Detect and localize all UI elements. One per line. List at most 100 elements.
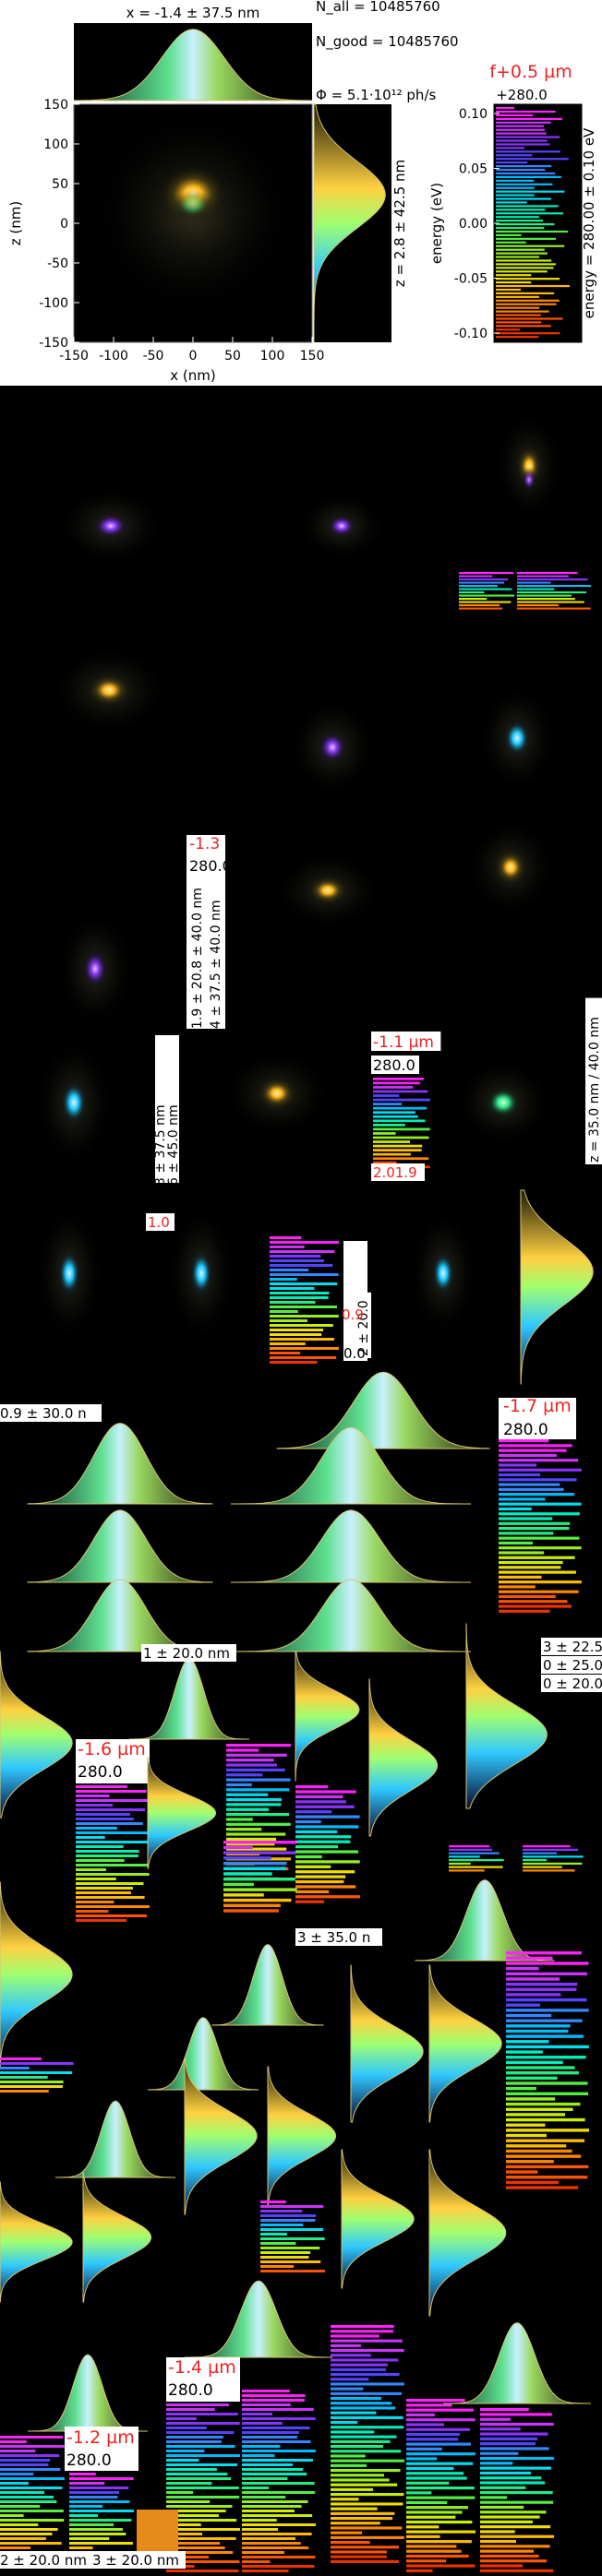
histogram-bar: [499, 1566, 561, 1569]
histogram-bar: [166, 2519, 237, 2522]
colorbar-bar: [496, 205, 559, 208]
collage-spot: [87, 674, 131, 707]
histogram-bar: [76, 1841, 149, 1843]
stat-fragment: z = 35.0 nm / 40.0 nm: [587, 1017, 602, 1163]
histogram-bar: [69, 2491, 120, 2494]
histogram-bar: [69, 2533, 126, 2535]
histogram-bar: [223, 1893, 264, 1897]
histogram-bar: [406, 2462, 474, 2465]
histogram-bar: [295, 1805, 355, 1808]
histogram-bar: [406, 2466, 454, 2471]
histogram-bar: [406, 2500, 448, 2504]
colorbar-bar: [496, 256, 540, 258]
histogram-bar: [242, 2523, 316, 2526]
colorbar-bar: [496, 125, 544, 127]
main-xtick-label: 0: [189, 349, 198, 364]
histogram-bar: [523, 1855, 584, 1858]
focus-label-collage: -1.4 µm: [168, 2357, 236, 2378]
histogram-bar: [480, 2496, 508, 2499]
main-xtick-label: -100: [99, 349, 128, 364]
histogram-bar: [76, 1808, 146, 1811]
histogram-bar: [166, 2487, 239, 2489]
collage-spot: [325, 513, 358, 539]
histogram-bar: [331, 2487, 373, 2491]
histogram-bar: [76, 1896, 145, 1899]
histogram-bar: [0, 2482, 29, 2485]
small-value: 2.01.9: [373, 1164, 417, 1181]
histogram-bar: [223, 1866, 286, 1870]
histogram-bar: [242, 2496, 286, 2498]
histogram-bar: [480, 2442, 536, 2446]
histogram-bar: [166, 2496, 240, 2498]
histogram-bar: [406, 2564, 476, 2568]
histogram-bar: [373, 1149, 422, 1151]
histogram-bar: [270, 1361, 318, 1364]
histogram-bar: [270, 1338, 334, 1341]
histogram-bar: [295, 1825, 359, 1829]
colorbar-bar: [496, 281, 532, 284]
histogram-bar: [499, 1453, 557, 1457]
energy-top-label: +280.0: [496, 87, 548, 103]
histogram-bar: [406, 2525, 439, 2529]
histogram-bar: [331, 2463, 367, 2467]
histogram-bar: [226, 1797, 283, 1802]
histogram-bar: [295, 1830, 338, 1833]
histogram-bar: [480, 2515, 540, 2519]
histogram-bar: [242, 2408, 314, 2411]
histogram-bar: [517, 572, 578, 575]
histogram-bar: [226, 1778, 291, 1782]
histogram-bar: [0, 2062, 74, 2065]
histogram-bar: [331, 2469, 401, 2473]
histogram-bar: [166, 2413, 238, 2415]
histogram-bar: [480, 2456, 554, 2461]
histogram-bar: [406, 2418, 476, 2422]
z-stat-label: z = 2.8 ± 42.5 nm: [391, 160, 408, 287]
colorbar-bar: [496, 244, 565, 247]
collage-histogram: [406, 2399, 476, 2572]
histogram-bar: [480, 2491, 553, 2495]
collage-histogram: [480, 2408, 554, 2572]
histogram-bar: [226, 1832, 286, 1836]
histogram-bar: [0, 2076, 48, 2079]
label-box: [166, 2357, 240, 2402]
histogram-bar: [459, 594, 514, 597]
histogram-bar: [406, 2540, 472, 2544]
histogram-bar: [406, 2549, 462, 2553]
colorbar-bar: [496, 113, 534, 117]
histogram-bar: [373, 1098, 430, 1102]
histogram-bar: [76, 1891, 131, 1894]
histogram-bar: [166, 2473, 228, 2475]
energy-side-label: energy = 280.00 ± 0.10 eV: [581, 127, 597, 318]
histogram-bar: [0, 2459, 51, 2462]
histogram-bar: [242, 2473, 307, 2475]
histogram-bar: [223, 1845, 253, 1850]
histogram-bar: [242, 2542, 301, 2545]
histogram-bar: [166, 2542, 221, 2545]
histogram-bar: [0, 2510, 64, 2512]
histogram-bar: [242, 2413, 272, 2415]
histogram-bar: [459, 598, 488, 601]
energy-label-collage: 280.0: [78, 1763, 123, 1782]
histogram-bar: [480, 2466, 551, 2470]
histogram-bar: [242, 2533, 312, 2535]
histogram-bar: [242, 2514, 313, 2517]
histogram-bar: [76, 1799, 150, 1802]
collage-profile: [82, 2172, 152, 2303]
histogram-bar: [499, 1478, 577, 1482]
collage-profile: [185, 2280, 332, 2358]
histogram-bar: [0, 2496, 54, 2498]
energy-label-collage: 280.0: [189, 857, 232, 875]
histogram-bar: [331, 2325, 394, 2329]
histogram-bar: [166, 2523, 201, 2526]
histogram-bar: [0, 2523, 39, 2526]
histogram-bar: [260, 2233, 287, 2236]
main-ytick-label: -100: [39, 296, 68, 311]
histogram-bar: [166, 2477, 232, 2480]
colorbar-bar: [496, 295, 539, 298]
histogram-bar: [0, 2071, 73, 2074]
histogram-bar: [499, 1604, 572, 1608]
histogram-bar: [331, 2334, 379, 2338]
histogram-bar: [166, 2468, 217, 2471]
histogram-bar: [506, 2013, 552, 2018]
histogram-bar: [506, 2029, 569, 2033]
